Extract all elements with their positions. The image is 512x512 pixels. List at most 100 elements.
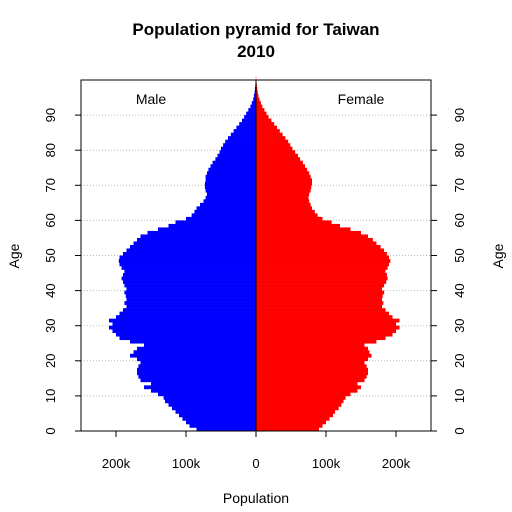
y-left-tick-label: 40 bbox=[43, 283, 58, 297]
male-bar-age-26 bbox=[119, 336, 256, 341]
female-bar-age-91 bbox=[256, 108, 265, 112]
male-bar-age-87 bbox=[239, 122, 256, 126]
female-bar-age-8 bbox=[256, 399, 344, 404]
male-bar-age-72 bbox=[205, 174, 256, 179]
male-bar-age-6 bbox=[172, 406, 256, 411]
male-bar-age-1 bbox=[189, 423, 256, 428]
male-bar-age-27 bbox=[116, 332, 256, 337]
female-bar-age-34 bbox=[256, 308, 386, 312]
female-bar-age-31 bbox=[256, 318, 400, 323]
male-bar-age-21 bbox=[130, 353, 256, 358]
female-bar-age-87 bbox=[256, 122, 275, 126]
y-axis-left-ticks: 0 10 20 30 40 50 60 70 80 90 bbox=[43, 108, 81, 435]
female-bar-age-3 bbox=[256, 416, 330, 421]
y-right-tick-label: 70 bbox=[452, 178, 467, 192]
female-bar-age-50 bbox=[256, 251, 387, 256]
female-bar-age-61 bbox=[256, 213, 318, 218]
y-left-tick-label: 80 bbox=[43, 143, 58, 157]
male-bar-age-45 bbox=[124, 269, 257, 274]
male-bar-age-47 bbox=[119, 262, 256, 267]
female-bar-age-43 bbox=[256, 276, 388, 281]
female-bar-age-2 bbox=[256, 420, 326, 425]
male-bar-age-76 bbox=[212, 160, 256, 165]
male-bar-age-18 bbox=[138, 364, 256, 369]
chart-subtitle: 2010 bbox=[237, 42, 275, 61]
y-axis-right-label: Age bbox=[490, 243, 506, 268]
male-bar-age-71 bbox=[205, 178, 256, 183]
male-bar-age-62 bbox=[194, 209, 256, 214]
male-bars bbox=[109, 76, 257, 432]
male-bar-age-4 bbox=[179, 413, 256, 418]
male-bar-age-33 bbox=[119, 311, 256, 316]
y-left-tick-label: 20 bbox=[43, 354, 58, 368]
male-bar-age-8 bbox=[165, 399, 256, 404]
female-bar-age-46 bbox=[256, 266, 388, 270]
female-bar-age-10 bbox=[256, 392, 351, 397]
male-bar-age-65 bbox=[203, 199, 256, 204]
male-bar-age-49 bbox=[119, 255, 256, 260]
y-right-tick-label: 90 bbox=[452, 108, 467, 122]
female-bar-age-38 bbox=[256, 294, 383, 298]
female-bar-age-86 bbox=[256, 125, 277, 130]
female-bar-age-35 bbox=[256, 304, 382, 309]
female-bar-age-23 bbox=[256, 346, 368, 351]
male-bar-age-54 bbox=[137, 237, 256, 242]
female-bar-age-24 bbox=[256, 343, 365, 348]
male-bar-age-23 bbox=[137, 346, 256, 351]
female-bar-age-40 bbox=[256, 287, 382, 291]
female-bar-age-80 bbox=[256, 146, 293, 151]
female-bar-age-60 bbox=[256, 216, 323, 221]
male-bar-age-36 bbox=[124, 301, 257, 305]
female-bar-age-22 bbox=[256, 350, 370, 355]
female-bar-age-75 bbox=[256, 164, 305, 169]
male-bar-age-37 bbox=[126, 297, 256, 302]
female-bar-age-76 bbox=[256, 160, 303, 165]
male-bar-age-58 bbox=[168, 223, 256, 228]
female-bar-age-89 bbox=[256, 115, 269, 119]
male-bar-age-22 bbox=[133, 350, 256, 355]
female-bar-age-47 bbox=[256, 262, 389, 267]
chart-title: Population pyramid for Taiwan bbox=[132, 20, 379, 39]
male-bar-age-20 bbox=[137, 357, 256, 362]
female-bar-age-55 bbox=[256, 234, 368, 239]
male-bar-age-83 bbox=[228, 136, 256, 140]
female-bar-age-5 bbox=[256, 409, 336, 414]
male-bar-age-79 bbox=[219, 150, 256, 155]
female-bar-age-29 bbox=[256, 325, 400, 330]
male-bar-age-53 bbox=[133, 241, 256, 246]
female-bar-age-63 bbox=[256, 206, 312, 211]
y-right-tick-label: 50 bbox=[452, 248, 467, 262]
x-tick-label: 100k bbox=[312, 456, 341, 471]
female-bar-age-62 bbox=[256, 209, 315, 214]
male-bar-age-12 bbox=[144, 385, 256, 390]
male-bar-age-30 bbox=[112, 322, 256, 326]
female-bar-age-51 bbox=[256, 248, 385, 253]
male-bar-age-56 bbox=[147, 230, 256, 235]
female-bar-age-6 bbox=[256, 406, 339, 411]
male-bar-age-77 bbox=[215, 157, 256, 162]
male-bar-age-75 bbox=[210, 164, 256, 169]
female-bar-age-82 bbox=[256, 139, 289, 144]
female-bar-age-95 bbox=[256, 94, 259, 98]
male-bar-age-55 bbox=[140, 234, 256, 239]
male-bar-age-78 bbox=[217, 153, 256, 158]
female-bar-age-56 bbox=[256, 230, 361, 235]
female-bar-age-15 bbox=[256, 374, 367, 379]
female-bar-age-72 bbox=[256, 174, 311, 179]
male-bar-age-0 bbox=[196, 427, 256, 432]
female-bar-age-74 bbox=[256, 167, 308, 172]
female-bar-age-25 bbox=[256, 339, 377, 344]
y-left-tick-label: 60 bbox=[43, 213, 58, 227]
male-bar-age-39 bbox=[124, 290, 257, 295]
x-tick-label: 0 bbox=[252, 456, 259, 471]
male-bar-age-51 bbox=[126, 248, 256, 253]
female-bar-age-77 bbox=[256, 157, 301, 162]
male-bar-age-7 bbox=[168, 402, 256, 407]
female-bar-age-0 bbox=[256, 427, 319, 432]
female-bar-age-49 bbox=[256, 255, 389, 260]
male-bar-age-28 bbox=[112, 329, 256, 334]
male-bar-age-32 bbox=[116, 315, 256, 319]
male-bar-age-9 bbox=[163, 395, 256, 400]
female-bar-age-92 bbox=[256, 104, 263, 109]
male-bar-age-95 bbox=[253, 94, 256, 98]
